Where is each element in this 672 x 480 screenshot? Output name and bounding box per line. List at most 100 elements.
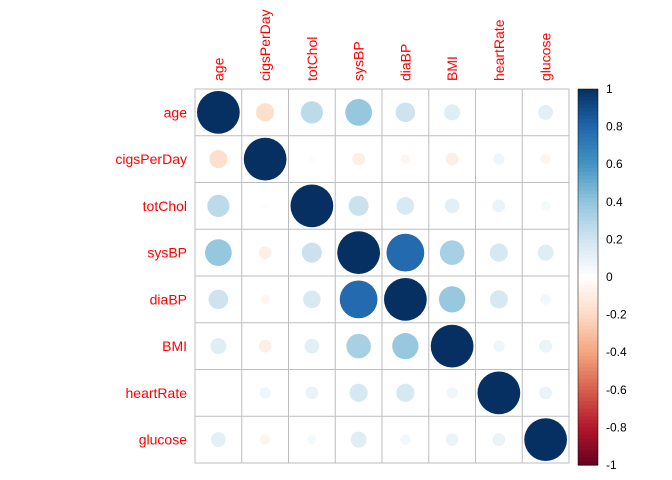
- colorbar-segment: [578, 442, 598, 447]
- colorbar-segment: [578, 389, 598, 395]
- column-labels: age cigsPerDay totChol sysBP diaBP BMI heartRa…: [210, 9, 553, 81]
- corr-circle-glucose-BMI: [445, 433, 459, 447]
- colorbar-segment: [578, 280, 598, 286]
- row-label-totChol: totChol: [143, 198, 187, 214]
- corr-circle-glucose-heartRate: [492, 433, 506, 447]
- colorbar-segment: [578, 96, 598, 101]
- colorbar-segment: [578, 104, 598, 109]
- col-label-totChol: totChol: [304, 37, 320, 81]
- colorbar-segment: [578, 340, 598, 346]
- colorbar-segment: [578, 367, 598, 372]
- corr-circle-heartRate-cigsPerDay: [259, 387, 271, 399]
- corr-circle-cigsPerDay-age: [209, 150, 228, 169]
- corr-circle-age-glucose: [538, 104, 554, 120]
- corr-circle-age-sysBP: [345, 99, 372, 126]
- corr-circle-diaBP-sysBP: [339, 280, 378, 319]
- colorbar-segment: [578, 89, 598, 94]
- colorbar-segment: [578, 269, 598, 274]
- colorbar-segment: [578, 386, 598, 391]
- corr-circle-cigsPerDay-cigsPerDay: [243, 137, 287, 181]
- colorbar-segment: [578, 419, 598, 425]
- colorbar-segment: [578, 186, 598, 192]
- colorbar-segment: [578, 250, 598, 256]
- colorbar-tick-label: 0.6: [606, 157, 623, 171]
- colorbar-segment: [578, 190, 598, 195]
- correlation-circles: [197, 91, 567, 461]
- row-label-age: age: [164, 104, 188, 120]
- corr-circle-glucose-sysBP: [350, 431, 367, 448]
- corr-circle-diaBP-BMI: [438, 286, 466, 313]
- grid-lines: [194, 88, 570, 464]
- colorbar-segment: [578, 107, 598, 113]
- corr-circle-cigsPerDay-sysBP: [352, 152, 366, 166]
- col-label-cigsPerDay: cigsPerDay: [257, 9, 273, 81]
- corr-circle-sysBP-cigsPerDay: [258, 246, 272, 260]
- colorbar-segment: [578, 183, 598, 188]
- corr-circle-cigsPerDay-totChol: [308, 156, 315, 163]
- colorbar-segment: [578, 216, 598, 222]
- col-label-age: age: [210, 57, 226, 81]
- corr-circle-sysBP-heartRate: [489, 243, 508, 262]
- colorbar-segment: [578, 344, 598, 350]
- colorbar-frame: [577, 88, 599, 466]
- row-label-sysBP: sysBP: [147, 245, 187, 261]
- colorbar-segment: [578, 412, 598, 417]
- colorbar-segment: [578, 254, 598, 259]
- colorbar-segment: [578, 318, 598, 323]
- colorbar-segment: [578, 258, 598, 263]
- corr-circle-sysBP-sysBP: [337, 231, 380, 274]
- colorbar-tick-label: -0.2: [606, 308, 627, 322]
- colorbar-tick-label: 0.2: [606, 232, 623, 246]
- colorbar-segment: [578, 100, 598, 105]
- colorbar-segment: [578, 145, 598, 150]
- colorbar-segment: [578, 446, 598, 451]
- colorbar-segment: [578, 130, 598, 135]
- colorbar-segment: [578, 393, 598, 398]
- corr-circle-BMI-age: [210, 338, 227, 355]
- corr-circle-diaBP-totChol: [303, 290, 321, 309]
- corr-circle-BMI-BMI: [430, 324, 474, 368]
- corr-circle-heartRate-BMI: [446, 387, 458, 399]
- colorbar-segment: [578, 167, 598, 173]
- colorbar-segment: [578, 333, 598, 338]
- colorbar-segment: [578, 243, 598, 248]
- colorbar-segment: [578, 329, 598, 334]
- colorbar-segment: [578, 453, 598, 459]
- colorbar-segment: [578, 126, 598, 131]
- colorbar-segment: [578, 461, 598, 466]
- corr-circle-glucose-totChol: [307, 434, 317, 445]
- corr-circle-totChol-age: [207, 194, 230, 217]
- row-label-cigsPerDay: cigsPerDay: [115, 151, 187, 167]
- colorbar-segment: [578, 363, 598, 368]
- colorbar-segment: [578, 438, 598, 444]
- corr-circle-heartRate-glucose: [539, 386, 553, 400]
- corr-circle-age-cigsPerDay: [256, 103, 275, 122]
- colorbar-segment: [578, 284, 598, 289]
- corr-circle-heartRate-diaBP: [396, 383, 415, 402]
- colorbar-segment: [578, 404, 598, 410]
- corr-circle-totChol-totChol: [290, 184, 334, 228]
- colorbar-segment: [578, 265, 598, 271]
- colorbar-segment: [578, 303, 598, 308]
- colorbar-segment: [578, 137, 598, 143]
- corr-circle-diaBP-cigsPerDay: [260, 294, 270, 305]
- colorbar-segment: [578, 359, 598, 365]
- colorbar-segment: [578, 401, 598, 406]
- corr-circle-age-diaBP: [395, 102, 416, 123]
- corr-circle-cigsPerDay-diaBP: [400, 154, 411, 164]
- row-labels: age cigsPerDay totChol sysBP diaBP BMI heartRa…: [115, 104, 187, 447]
- corr-circle-cigsPerDay-glucose: [540, 153, 551, 165]
- colorbar-segment: [578, 235, 598, 240]
- colorbar-segment: [578, 299, 598, 304]
- corr-circle-age-totChol: [300, 101, 323, 124]
- colorbar-tick-label: -0.4: [606, 345, 627, 359]
- colorbar-segment: [578, 261, 598, 267]
- colorbar-segment: [578, 434, 598, 440]
- colorbar-tick-label: -0.8: [606, 420, 627, 434]
- color-legend: 1 0.8 0.6 0.4 0.2 0 -0.2 -0.4 -0.6 -0.8 -1: [577, 82, 627, 472]
- colorbar-segment: [578, 156, 598, 162]
- colorbar-segment: [578, 213, 598, 218]
- corr-circle-BMI-glucose: [539, 339, 553, 353]
- colorbar-segment: [578, 198, 598, 203]
- corr-circle-totChol-BMI: [444, 198, 460, 214]
